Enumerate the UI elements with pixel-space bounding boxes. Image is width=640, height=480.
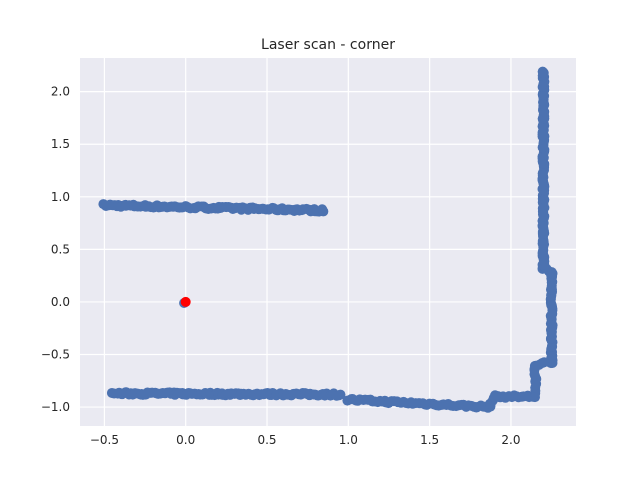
scan-point [537,66,548,77]
scan-point [180,296,191,307]
scan-series-0 [98,66,558,413]
scan-series-1 [180,296,191,307]
y-tick-label: 2.0 [51,85,70,99]
y-tick-label: 1.5 [51,137,70,151]
x-tick-label: 2.0 [501,433,520,447]
y-tick-label: 0.0 [51,295,70,309]
x-tick-label: 1.5 [420,433,439,447]
y-tick-label: 1.0 [51,190,70,204]
plot-area [80,58,576,426]
y-tick-label: 0.5 [51,242,70,256]
scan-point [335,389,346,400]
scan-point [318,206,329,217]
x-tick-label: 0.0 [176,433,195,447]
y-tick-label: −0.5 [41,348,70,362]
grid-lines [80,58,576,426]
scatter-points [98,66,558,413]
chart-title: Laser scan - corner [261,37,395,53]
x-axis-ticks: −0.5 0.0 0.5 1.0 1.5 2.0 [90,433,521,447]
x-tick-label: 0.5 [257,433,276,447]
x-tick-label: 1.0 [339,433,358,447]
y-tick-label: −1.0 [41,400,70,414]
x-tick-label: −0.5 [90,433,119,447]
y-axis-ticks: −1.0 −0.5 0.0 0.5 1.0 1.5 2.0 [41,85,70,414]
